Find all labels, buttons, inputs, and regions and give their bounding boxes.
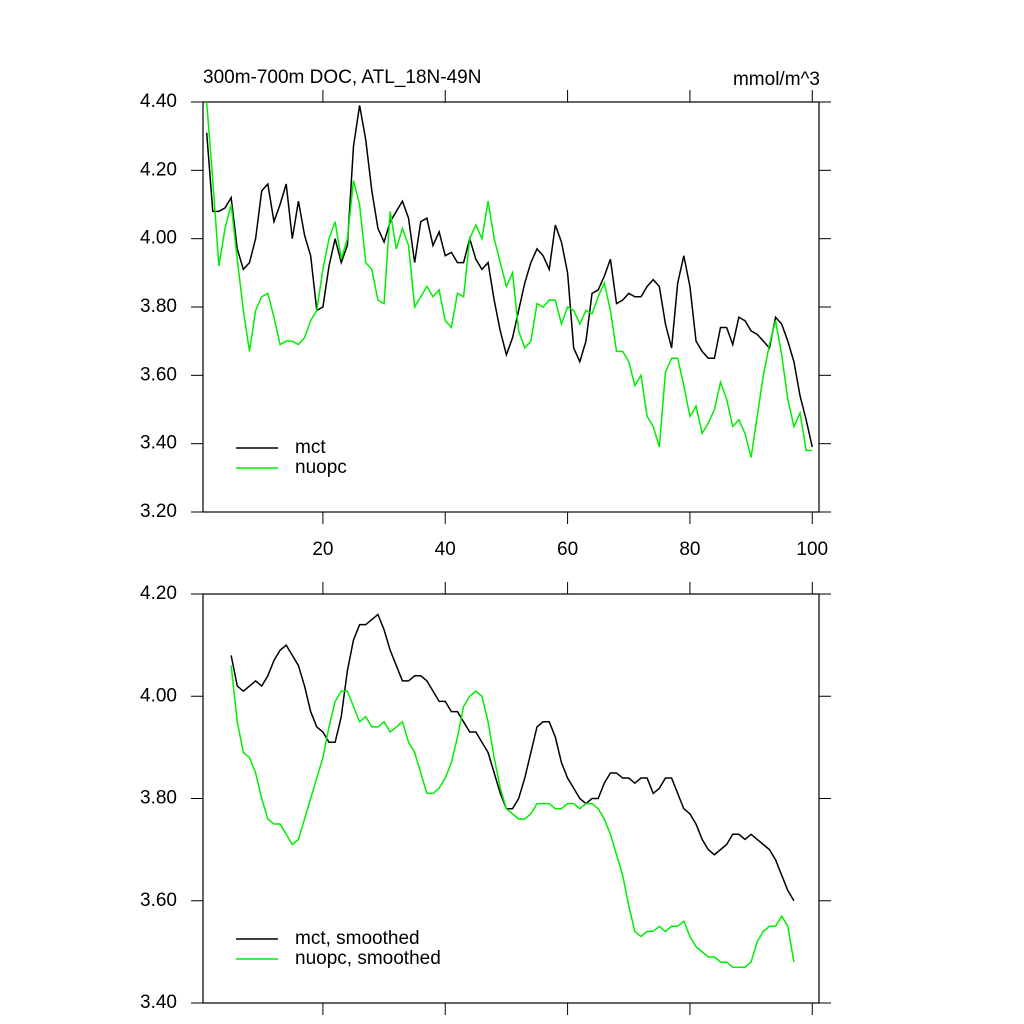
legend-label: nuopc <box>295 457 347 478</box>
y-tick-label: 3.20 <box>140 501 177 522</box>
x-tick-label: 100 <box>796 539 828 560</box>
units-label: mmol/m^3 <box>733 69 820 90</box>
y-tick-label: 4.00 <box>140 685 177 706</box>
chart-title: 300m-700m DOC, ATL_18N-49N <box>203 67 481 88</box>
y-tick-label: 4.00 <box>140 228 177 249</box>
y-tick-label: 3.60 <box>140 890 177 911</box>
y-tick-label: 3.80 <box>140 788 177 809</box>
x-tick-label: 80 <box>679 539 700 560</box>
y-tick-label: 3.40 <box>140 992 177 1013</box>
y-tick-label: 3.40 <box>140 433 177 454</box>
x-tick-label: 20 <box>312 539 333 560</box>
y-tick-label: 4.40 <box>140 91 177 112</box>
legend-label: mct, smoothed <box>295 928 420 949</box>
x-tick-label: 60 <box>557 539 578 560</box>
x-tick-label: 40 <box>435 539 456 560</box>
y-tick-label: 4.20 <box>140 159 177 180</box>
y-tick-label: 4.20 <box>140 583 177 604</box>
y-tick-label: 3.80 <box>140 296 177 317</box>
data-line <box>205 105 814 448</box>
legend-label: nuopc, smoothed <box>295 948 441 969</box>
data-line <box>230 665 795 968</box>
y-tick-label: 3.60 <box>140 364 177 385</box>
legend-label: mct <box>295 437 326 458</box>
data-line <box>205 101 813 458</box>
data-line <box>230 613 795 902</box>
